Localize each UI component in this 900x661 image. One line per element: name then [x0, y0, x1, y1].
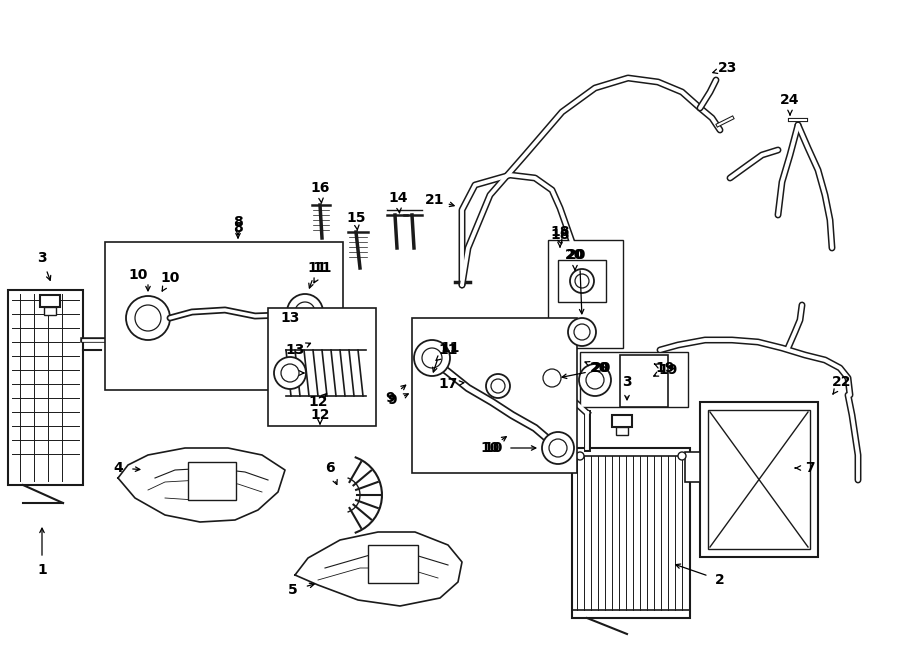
Circle shape	[281, 364, 299, 382]
Text: 24: 24	[780, 93, 800, 107]
Text: 10: 10	[483, 441, 503, 455]
Text: 11: 11	[438, 343, 458, 357]
Circle shape	[287, 294, 323, 330]
Text: 16: 16	[310, 181, 329, 195]
Bar	[572, 448, 690, 618]
Bar	[8, 290, 83, 485]
Circle shape	[422, 348, 442, 368]
Text: 13: 13	[285, 343, 305, 357]
Text: 2: 2	[716, 573, 724, 587]
Circle shape	[135, 305, 161, 331]
Text: 3: 3	[37, 251, 47, 265]
Circle shape	[126, 296, 170, 340]
Circle shape	[543, 369, 561, 387]
Bar	[44, 307, 56, 315]
Bar	[620, 355, 668, 407]
Text: 10: 10	[160, 271, 180, 285]
Polygon shape	[118, 448, 285, 522]
Circle shape	[274, 357, 306, 389]
Text: 8: 8	[233, 215, 243, 229]
Circle shape	[574, 324, 590, 340]
Circle shape	[586, 371, 604, 389]
Text: 3: 3	[622, 375, 632, 389]
Text: 20: 20	[592, 361, 612, 375]
Circle shape	[568, 318, 596, 346]
Text: 13: 13	[280, 311, 300, 325]
Text: 20: 20	[590, 361, 609, 375]
Polygon shape	[295, 532, 462, 606]
Bar	[685, 452, 700, 482]
Text: 11: 11	[440, 341, 460, 355]
Text: 20: 20	[567, 248, 587, 262]
Text: 21: 21	[425, 193, 445, 207]
Text: 17: 17	[438, 377, 458, 391]
Circle shape	[414, 340, 450, 376]
Circle shape	[542, 432, 574, 464]
Text: 5: 5	[288, 583, 298, 597]
Circle shape	[536, 362, 568, 394]
Text: 11: 11	[307, 261, 327, 275]
Text: 8: 8	[233, 221, 243, 235]
Bar	[368, 545, 418, 583]
Text: 1: 1	[37, 563, 47, 577]
Text: 12: 12	[310, 408, 329, 422]
Bar	[548, 240, 623, 348]
Text: 9: 9	[387, 393, 397, 407]
Circle shape	[549, 439, 567, 457]
Bar	[708, 410, 810, 549]
Text: 4: 4	[113, 461, 123, 475]
Circle shape	[678, 452, 686, 460]
Circle shape	[486, 374, 510, 398]
Text: 18: 18	[550, 225, 570, 239]
Circle shape	[491, 379, 505, 393]
Text: 11: 11	[312, 261, 332, 275]
Text: 18: 18	[550, 228, 570, 242]
Bar	[558, 260, 606, 302]
Circle shape	[295, 302, 315, 322]
Bar	[412, 318, 577, 473]
Text: 20: 20	[565, 248, 585, 262]
Circle shape	[575, 274, 589, 288]
Circle shape	[576, 452, 584, 460]
Bar	[485, 370, 530, 402]
Circle shape	[570, 269, 594, 293]
Bar	[188, 462, 236, 500]
Bar	[700, 402, 818, 557]
Text: 15: 15	[346, 211, 365, 225]
Text: 9: 9	[385, 391, 395, 405]
Bar	[268, 308, 376, 426]
Text: 10: 10	[481, 441, 500, 455]
Bar	[612, 415, 632, 427]
Text: 10: 10	[129, 268, 148, 282]
Text: 23: 23	[718, 61, 738, 75]
Bar	[40, 295, 60, 307]
Bar	[616, 427, 628, 435]
Text: 7: 7	[806, 461, 814, 475]
Text: 14: 14	[388, 191, 408, 205]
Text: 19: 19	[658, 363, 678, 377]
Text: 19: 19	[655, 361, 675, 375]
Text: 12: 12	[308, 395, 328, 409]
Bar	[105, 242, 343, 390]
Text: 6: 6	[325, 461, 335, 475]
Circle shape	[579, 364, 611, 396]
Bar	[580, 352, 688, 407]
Text: 22: 22	[832, 375, 851, 389]
